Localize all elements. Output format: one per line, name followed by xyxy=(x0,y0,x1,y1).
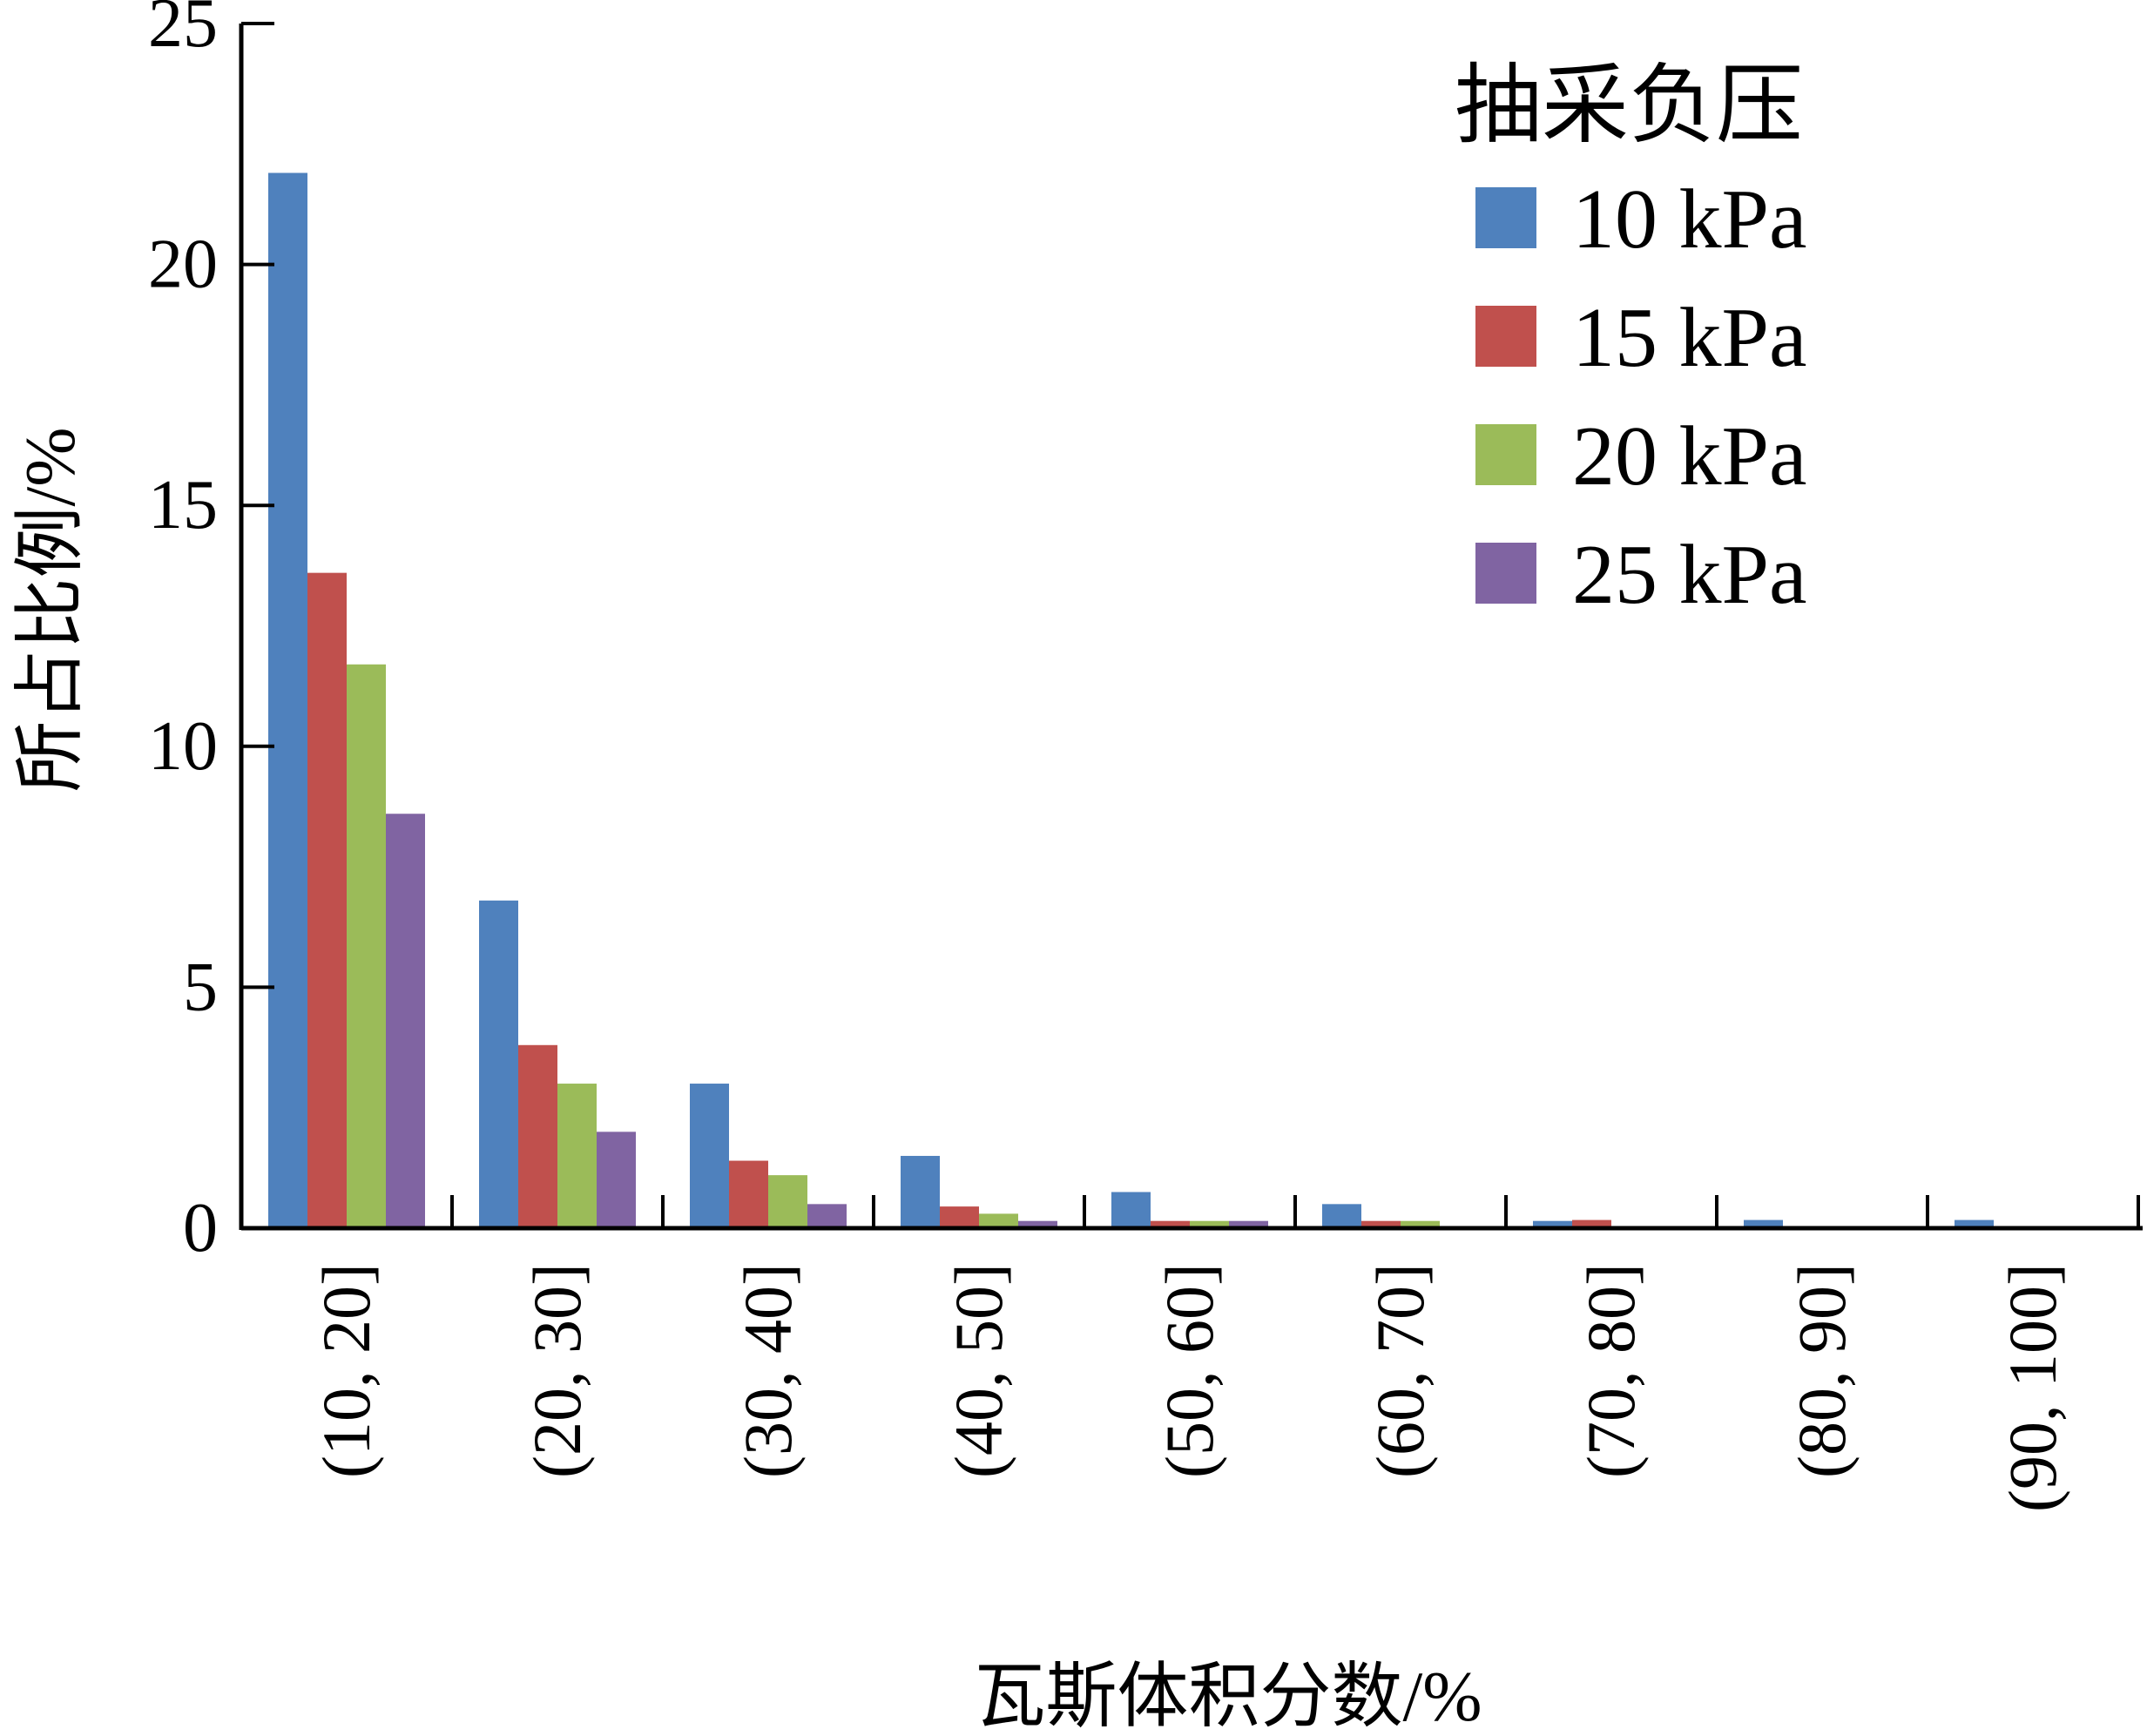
bar-10kPa-1 xyxy=(479,900,518,1228)
bar-10kPa-8 xyxy=(1955,1219,1994,1228)
bar-10kPa-6 xyxy=(1533,1220,1572,1228)
bar-15kPa-1 xyxy=(518,1044,557,1228)
bar-20kPa-5 xyxy=(1401,1220,1440,1228)
x-tick-label: (60, 70] xyxy=(1362,1263,1438,1478)
y-axis-label: 所占比例/% xyxy=(10,427,90,792)
legend-swatch-20kPa xyxy=(1475,424,1536,485)
legend-label: 15 kPa xyxy=(1572,291,1807,385)
x-tick-label: (70, 80] xyxy=(1573,1263,1649,1478)
y-tick-label: 20 xyxy=(148,226,218,303)
x-tick-label: (30, 40] xyxy=(730,1263,806,1478)
legend-title: 抽采负压 xyxy=(1455,57,1803,154)
legend: 抽采负压 10 kPa 15 kPa 20 kPa 25 kPa xyxy=(1455,57,1807,622)
bar-20kPa-4 xyxy=(1190,1220,1229,1228)
legend-swatch-10kPa xyxy=(1475,187,1536,248)
bar-15kPa-3 xyxy=(940,1206,979,1228)
bar-10kPa-0 xyxy=(268,172,307,1229)
legend-swatch-15kPa xyxy=(1475,306,1536,367)
bar-20kPa-2 xyxy=(768,1175,807,1228)
x-tick-label: (20, 30] xyxy=(519,1263,595,1478)
bar-25kPa-3 xyxy=(1018,1220,1057,1228)
bar-15kPa-5 xyxy=(1361,1220,1401,1228)
bar-25kPa-2 xyxy=(807,1204,847,1228)
bar-15kPa-4 xyxy=(1151,1220,1190,1228)
bar-15kPa-6 xyxy=(1572,1219,1611,1228)
x-tick-label: (80, 90] xyxy=(1784,1263,1860,1478)
legend-label: 20 kPa xyxy=(1572,409,1807,503)
bar-25kPa-1 xyxy=(597,1131,636,1228)
bar-15kPa-2 xyxy=(729,1160,768,1228)
legend-label: 10 kPa xyxy=(1572,172,1807,267)
bar-25kPa-4 xyxy=(1229,1220,1268,1228)
y-tick-label: 5 xyxy=(183,949,218,1025)
bars-layer xyxy=(268,172,1994,1229)
x-tick-label: (90, 100] xyxy=(1995,1263,2070,1512)
y-tick-label: 10 xyxy=(148,708,218,785)
bar-20kPa-1 xyxy=(557,1084,597,1228)
x-tick-label: (10, 20] xyxy=(308,1263,384,1478)
x-tick-label: (50, 60] xyxy=(1151,1263,1227,1478)
x-tick-label: (40, 50] xyxy=(941,1263,1016,1478)
y-tick-label: 15 xyxy=(148,467,218,544)
legend-swatch-25kPa xyxy=(1475,543,1536,604)
bar-10kPa-3 xyxy=(901,1156,940,1228)
axes-layer: (10, 20] (20, 30] (30, 40] (40, 50] (50, 60]… xyxy=(148,0,2143,1512)
bar-10kPa-5 xyxy=(1322,1204,1361,1228)
bar-25kPa-0 xyxy=(386,814,425,1228)
bar-10kPa-7 xyxy=(1744,1219,1783,1228)
bar-20kPa-0 xyxy=(347,664,386,1228)
bar-10kPa-2 xyxy=(690,1084,729,1228)
legend-label: 25 kPa xyxy=(1572,528,1807,622)
bar-20kPa-3 xyxy=(979,1213,1018,1228)
x-axis-label: 瓦斯体积分数/% xyxy=(974,1657,1482,1736)
y-tick-label: 0 xyxy=(183,1190,218,1267)
bar-10kPa-4 xyxy=(1111,1192,1151,1228)
bar-15kPa-0 xyxy=(307,572,347,1228)
y-tick-label: 25 xyxy=(148,0,218,62)
